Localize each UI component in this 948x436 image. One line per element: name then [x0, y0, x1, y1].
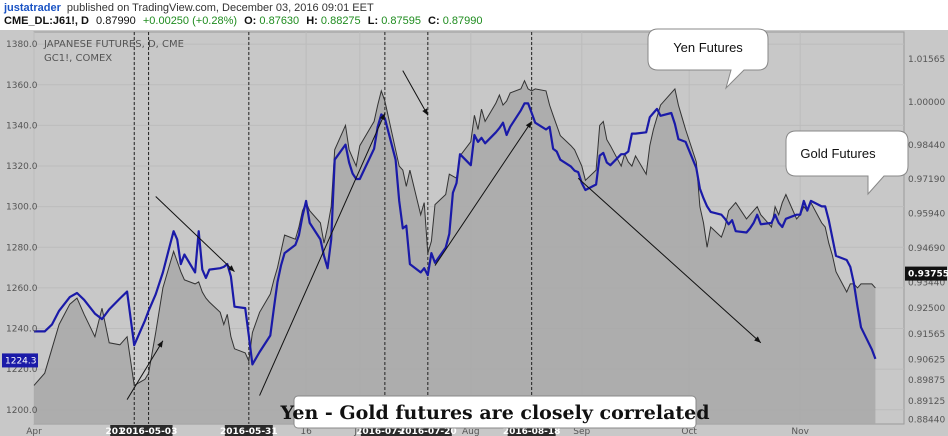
low-label: L:: [368, 15, 378, 27]
date-label: Nov: [791, 427, 809, 436]
high-label: H:: [306, 15, 318, 27]
date-label-badge: [124, 425, 173, 436]
last-price: 0.87990: [96, 15, 136, 27]
open-label: O:: [244, 15, 256, 27]
header-line-1: justatrader published on TradingView.com…: [3, 2, 374, 14]
axis-layer: 1200.0 1220.0 1240.0 1260.0 1280.0 1300.0 1320…: [2, 40, 948, 436]
gold-series-line: [33, 79, 876, 387]
right-axis-tick-label: 0.89875: [908, 376, 945, 386]
right-axis-tick-label: 0.92500: [908, 304, 945, 314]
date-label: 2016-05-03: [120, 427, 178, 436]
publish-info: published on TradingView.com, December 0…: [67, 2, 374, 14]
open-value: 0.87630: [259, 15, 299, 27]
left-axis-tick-label: 1200.0: [6, 406, 38, 416]
right-axis-tick-label: 0.98440: [908, 141, 945, 151]
left-price-badge: [2, 353, 38, 368]
header-bar: [0, 0, 948, 30]
date-label-badge: [224, 425, 273, 436]
trend-arrow-shaft: [126, 340, 164, 400]
symbol-label: CME_DL:J61!, D: [4, 15, 89, 27]
date-label: 2016-05-31: [220, 427, 278, 436]
right-axis-tick-label: 0.91565: [908, 330, 945, 340]
right-axis-tick-label: 0.90625: [908, 356, 945, 366]
right-axis-tick-label: 0.89125: [908, 397, 945, 407]
author-name[interactable]: justatrader: [3, 2, 62, 14]
date-label-badge: [507, 425, 556, 436]
date-label: 2016-08-18: [503, 427, 561, 436]
trend-arrow-shaft: [259, 113, 386, 396]
trend-arrow-head: [525, 121, 532, 129]
caption-background: [293, 395, 697, 429]
gold-callout-bubble: [785, 130, 909, 196]
date-label: Aug: [462, 427, 480, 436]
trend-arrows: [126, 70, 762, 400]
trend-arrow-head: [157, 340, 163, 348]
gold-callout-label: Gold Futures: [800, 146, 876, 161]
right-axis-tick-label: 1.00000: [908, 98, 945, 108]
price-change: +0.00250 (+0.28%): [143, 15, 237, 27]
date-label: Jul: [353, 427, 365, 436]
right-axis-tick-label: 1.01565: [908, 55, 945, 65]
date-label: Oct: [681, 427, 697, 436]
left-axis-tick-label: 1360.0: [6, 81, 38, 91]
trend-arrow-head: [754, 336, 761, 343]
trend-arrow-shaft: [434, 121, 533, 266]
close-value: 0.87990: [443, 15, 483, 27]
right-axis-tick-label: 0.93440: [908, 278, 945, 288]
left-axis-tick-label: 1280.0: [6, 243, 38, 253]
trend-arrow-shaft: [577, 177, 762, 344]
yen-callout-label: Yen Futures: [673, 40, 743, 55]
date-label: Apr: [26, 427, 42, 436]
date-label-badge: [360, 425, 409, 436]
left-axis-tick-label: 1300.0: [6, 203, 38, 213]
right-axis-tick-label: 0.94690: [908, 244, 945, 254]
gold-callout: Gold Futures: [785, 130, 909, 196]
low-value: 0.87595: [381, 15, 421, 27]
close-label: C:: [428, 15, 440, 27]
right-axis-tick-label: 0.95940: [908, 210, 945, 220]
left-axis-tick-label: 1340.0: [6, 121, 38, 131]
right-axis-tick-label: 0.97190: [908, 175, 945, 185]
date-label: 16: [300, 427, 312, 436]
trend-arrow-head: [379, 113, 385, 121]
header-line-2: CME_DL:J61!, D 0.87990 +0.00250 (+0.28%)…: [4, 15, 482, 27]
trend-arrow-head: [422, 108, 428, 116]
trend-arrow-shaft: [155, 196, 235, 273]
date-label: Sep: [573, 427, 590, 436]
left-axis-tick-label: 1220.0: [6, 365, 38, 375]
right-price-badge: [905, 266, 947, 281]
left-axis-tick-label: 1240.0: [6, 325, 38, 335]
left-price-badge-label: 1224.3: [5, 356, 37, 366]
high-value: 0.88275: [321, 15, 361, 27]
plot-area: [33, 31, 905, 425]
right-price-badge-label: 0.93755: [908, 270, 948, 280]
caption-text: Yen - Gold futures are closely correlate…: [279, 402, 709, 424]
date-label: 2016-07-20: [399, 427, 457, 436]
yen-series-line: [34, 102, 877, 366]
yen-callout: Yen Futures: [647, 28, 769, 90]
date-label: 2016-07-08: [356, 427, 414, 436]
left-axis-tick-label: 1260.0: [6, 284, 38, 294]
trend-arrow-head: [227, 265, 235, 272]
gold-area-fill: [34, 80, 876, 424]
left-axis-tick-label: 1320.0: [6, 162, 38, 172]
caption-box: Yen - Gold futures are closely correlate…: [279, 395, 710, 429]
yen-callout-bubble: [647, 28, 769, 90]
trend-arrow-shaft: [402, 70, 429, 116]
watermark-line-1: JAPANESE FUTURES, D, CME: [43, 39, 184, 50]
date-label-badge: [403, 425, 452, 436]
watermark-line-2: GC1!, COMEX: [44, 53, 112, 64]
right-axis-tick-label: 0.88440: [908, 416, 945, 426]
left-axis-tick-label: 1380.0: [6, 40, 38, 50]
